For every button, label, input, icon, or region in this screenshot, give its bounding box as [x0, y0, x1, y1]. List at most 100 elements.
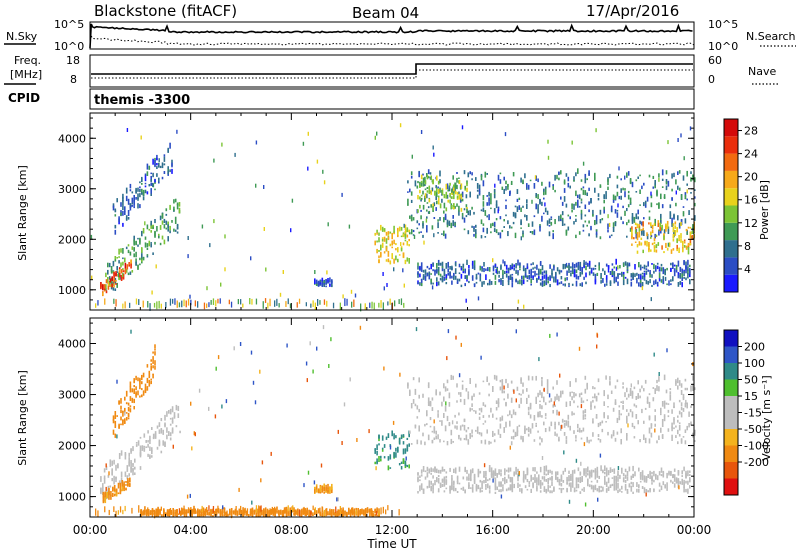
echo-cell	[449, 490, 451, 494]
scatter-cell	[580, 404, 583, 409]
echo-cell	[349, 509, 352, 513]
scatter-cell	[618, 166, 620, 171]
echo-cell	[456, 425, 458, 430]
echo-cell	[172, 508, 174, 513]
echo-cell	[146, 364, 149, 368]
echo-cell	[543, 191, 545, 196]
scatter-cell	[538, 357, 540, 362]
echo-cell	[467, 230, 470, 235]
echo-cell	[657, 242, 660, 246]
echo-cell	[387, 250, 390, 257]
echo-cell	[594, 279, 597, 285]
echo-cell	[653, 241, 656, 245]
echo-cell	[484, 210, 487, 216]
echo-cell	[665, 402, 668, 405]
echo-cell	[165, 227, 168, 230]
echo-cell	[204, 513, 207, 517]
echo-cell	[422, 489, 425, 494]
scatter-cell	[627, 423, 629, 428]
clutter-cell	[226, 510, 228, 517]
echo-cell	[483, 262, 485, 267]
echo-cell	[410, 403, 413, 409]
echo-cell	[596, 272, 599, 276]
echo-cell	[681, 282, 683, 288]
echo-cell	[595, 229, 598, 232]
echo-cell	[530, 268, 532, 274]
echo-cell	[599, 219, 602, 224]
scatter-cell	[316, 346, 318, 351]
echo-cell	[349, 512, 352, 517]
echo-cell	[604, 465, 606, 472]
echo-cell	[135, 251, 137, 258]
echo-cell	[475, 383, 477, 388]
echo-cell	[315, 280, 318, 284]
echo-cell	[654, 233, 656, 239]
echo-cell	[495, 218, 498, 221]
echo-cell	[156, 157, 158, 161]
echo-cell	[113, 459, 115, 465]
echo-cell	[135, 189, 137, 193]
echo-cell	[146, 510, 148, 515]
scatter-cell	[415, 327, 418, 332]
echo-cell	[331, 483, 333, 490]
echo-cell	[150, 175, 152, 182]
clutter-cell	[258, 505, 260, 511]
echo-cell	[473, 260, 476, 266]
scatter-cell	[225, 399, 228, 404]
scatter-cell	[337, 429, 339, 434]
echo-cell	[677, 282, 680, 287]
scatter-cell	[105, 486, 107, 491]
scatter-cell	[302, 141, 305, 146]
echo-cell	[146, 224, 149, 230]
echo-cell	[621, 271, 623, 277]
echo-cell	[420, 265, 423, 272]
echo-cell	[351, 507, 354, 513]
echo-cell	[120, 212, 122, 216]
echo-cell	[558, 487, 561, 490]
echo-cell	[592, 272, 595, 276]
echo-cell	[510, 226, 513, 229]
echo-cell	[613, 476, 616, 478]
echo-cell	[112, 419, 115, 424]
echo-cell	[552, 185, 554, 190]
clutter-cell	[283, 509, 285, 517]
echo-cell	[113, 479, 115, 485]
echo-cell	[502, 486, 504, 492]
echo-cell	[481, 490, 483, 493]
echo-cell	[118, 273, 121, 278]
echo-cell	[650, 222, 652, 227]
echo-cell	[527, 223, 530, 227]
echo-cell	[636, 235, 639, 241]
echo-cell	[624, 474, 627, 479]
x-axis-label: Time UT	[366, 537, 417, 551]
echo-cell	[655, 279, 657, 285]
scatter-cell	[689, 126, 692, 131]
echo-cell	[144, 242, 147, 248]
echo-cell	[176, 203, 179, 210]
echo-cell	[482, 180, 485, 187]
scatter-cell	[221, 404, 223, 409]
echo-cell	[467, 439, 470, 445]
echo-cell	[501, 229, 504, 233]
echo-cell	[490, 473, 493, 478]
echo-cell	[400, 461, 403, 464]
clutter-cell	[117, 510, 119, 515]
echo-cell	[492, 386, 494, 389]
echo-cell	[654, 409, 656, 412]
echo-cell	[146, 243, 149, 248]
echo-cell	[460, 267, 463, 271]
echo-cell	[621, 467, 623, 474]
x-tick-label: 00:00	[73, 523, 108, 537]
echo-cell	[687, 470, 689, 477]
echo-cell	[504, 480, 506, 485]
echo-cell	[560, 488, 563, 491]
echo-cell	[102, 483, 104, 489]
echo-cell	[426, 472, 429, 477]
echo-cell	[130, 263, 132, 269]
echo-cell	[533, 215, 536, 218]
scatter-cell	[650, 191, 652, 196]
echo-cell	[107, 288, 110, 290]
echo-cell	[426, 209, 428, 212]
echo-cell	[441, 401, 443, 407]
echo-cell	[582, 400, 585, 403]
